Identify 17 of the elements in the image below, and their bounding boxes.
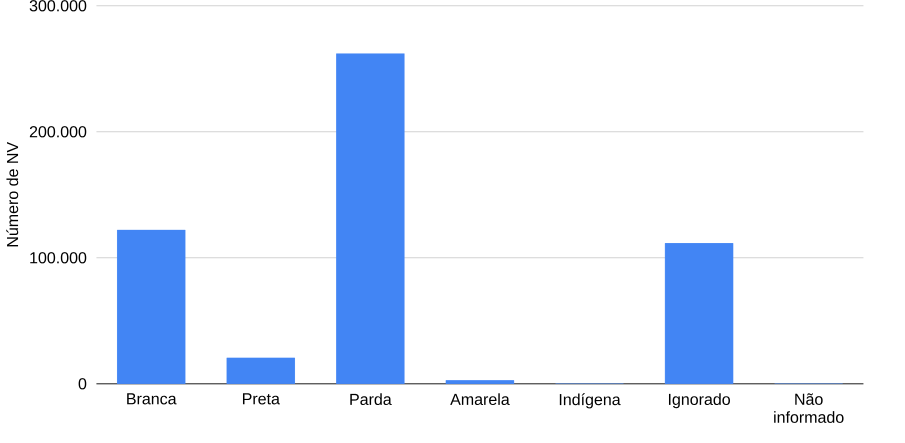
bar bbox=[336, 53, 405, 384]
x-tick-label: Preta bbox=[242, 393, 280, 404]
x-tick-label: Ignorado bbox=[668, 393, 730, 408]
bar bbox=[117, 230, 186, 384]
bar bbox=[226, 358, 295, 384]
x-tick-label: Branca bbox=[127, 393, 177, 404]
x-tick-label: Amarela bbox=[450, 393, 510, 406]
y-tick-label: 300.000 bbox=[30, 0, 86, 12]
x-tick-label: Parda bbox=[350, 393, 392, 406]
x-tick-label: Não informado bbox=[774, 393, 844, 423]
y-tick-label: 0 bbox=[78, 378, 86, 390]
y-tick-label: 100.000 bbox=[30, 252, 86, 264]
y-axis-title: Número de NV bbox=[6, 142, 18, 246]
bar bbox=[664, 243, 734, 384]
x-tick-label: Indígena bbox=[560, 393, 621, 408]
bar bbox=[446, 380, 514, 384]
y-tick-label: 200.000 bbox=[30, 126, 86, 138]
